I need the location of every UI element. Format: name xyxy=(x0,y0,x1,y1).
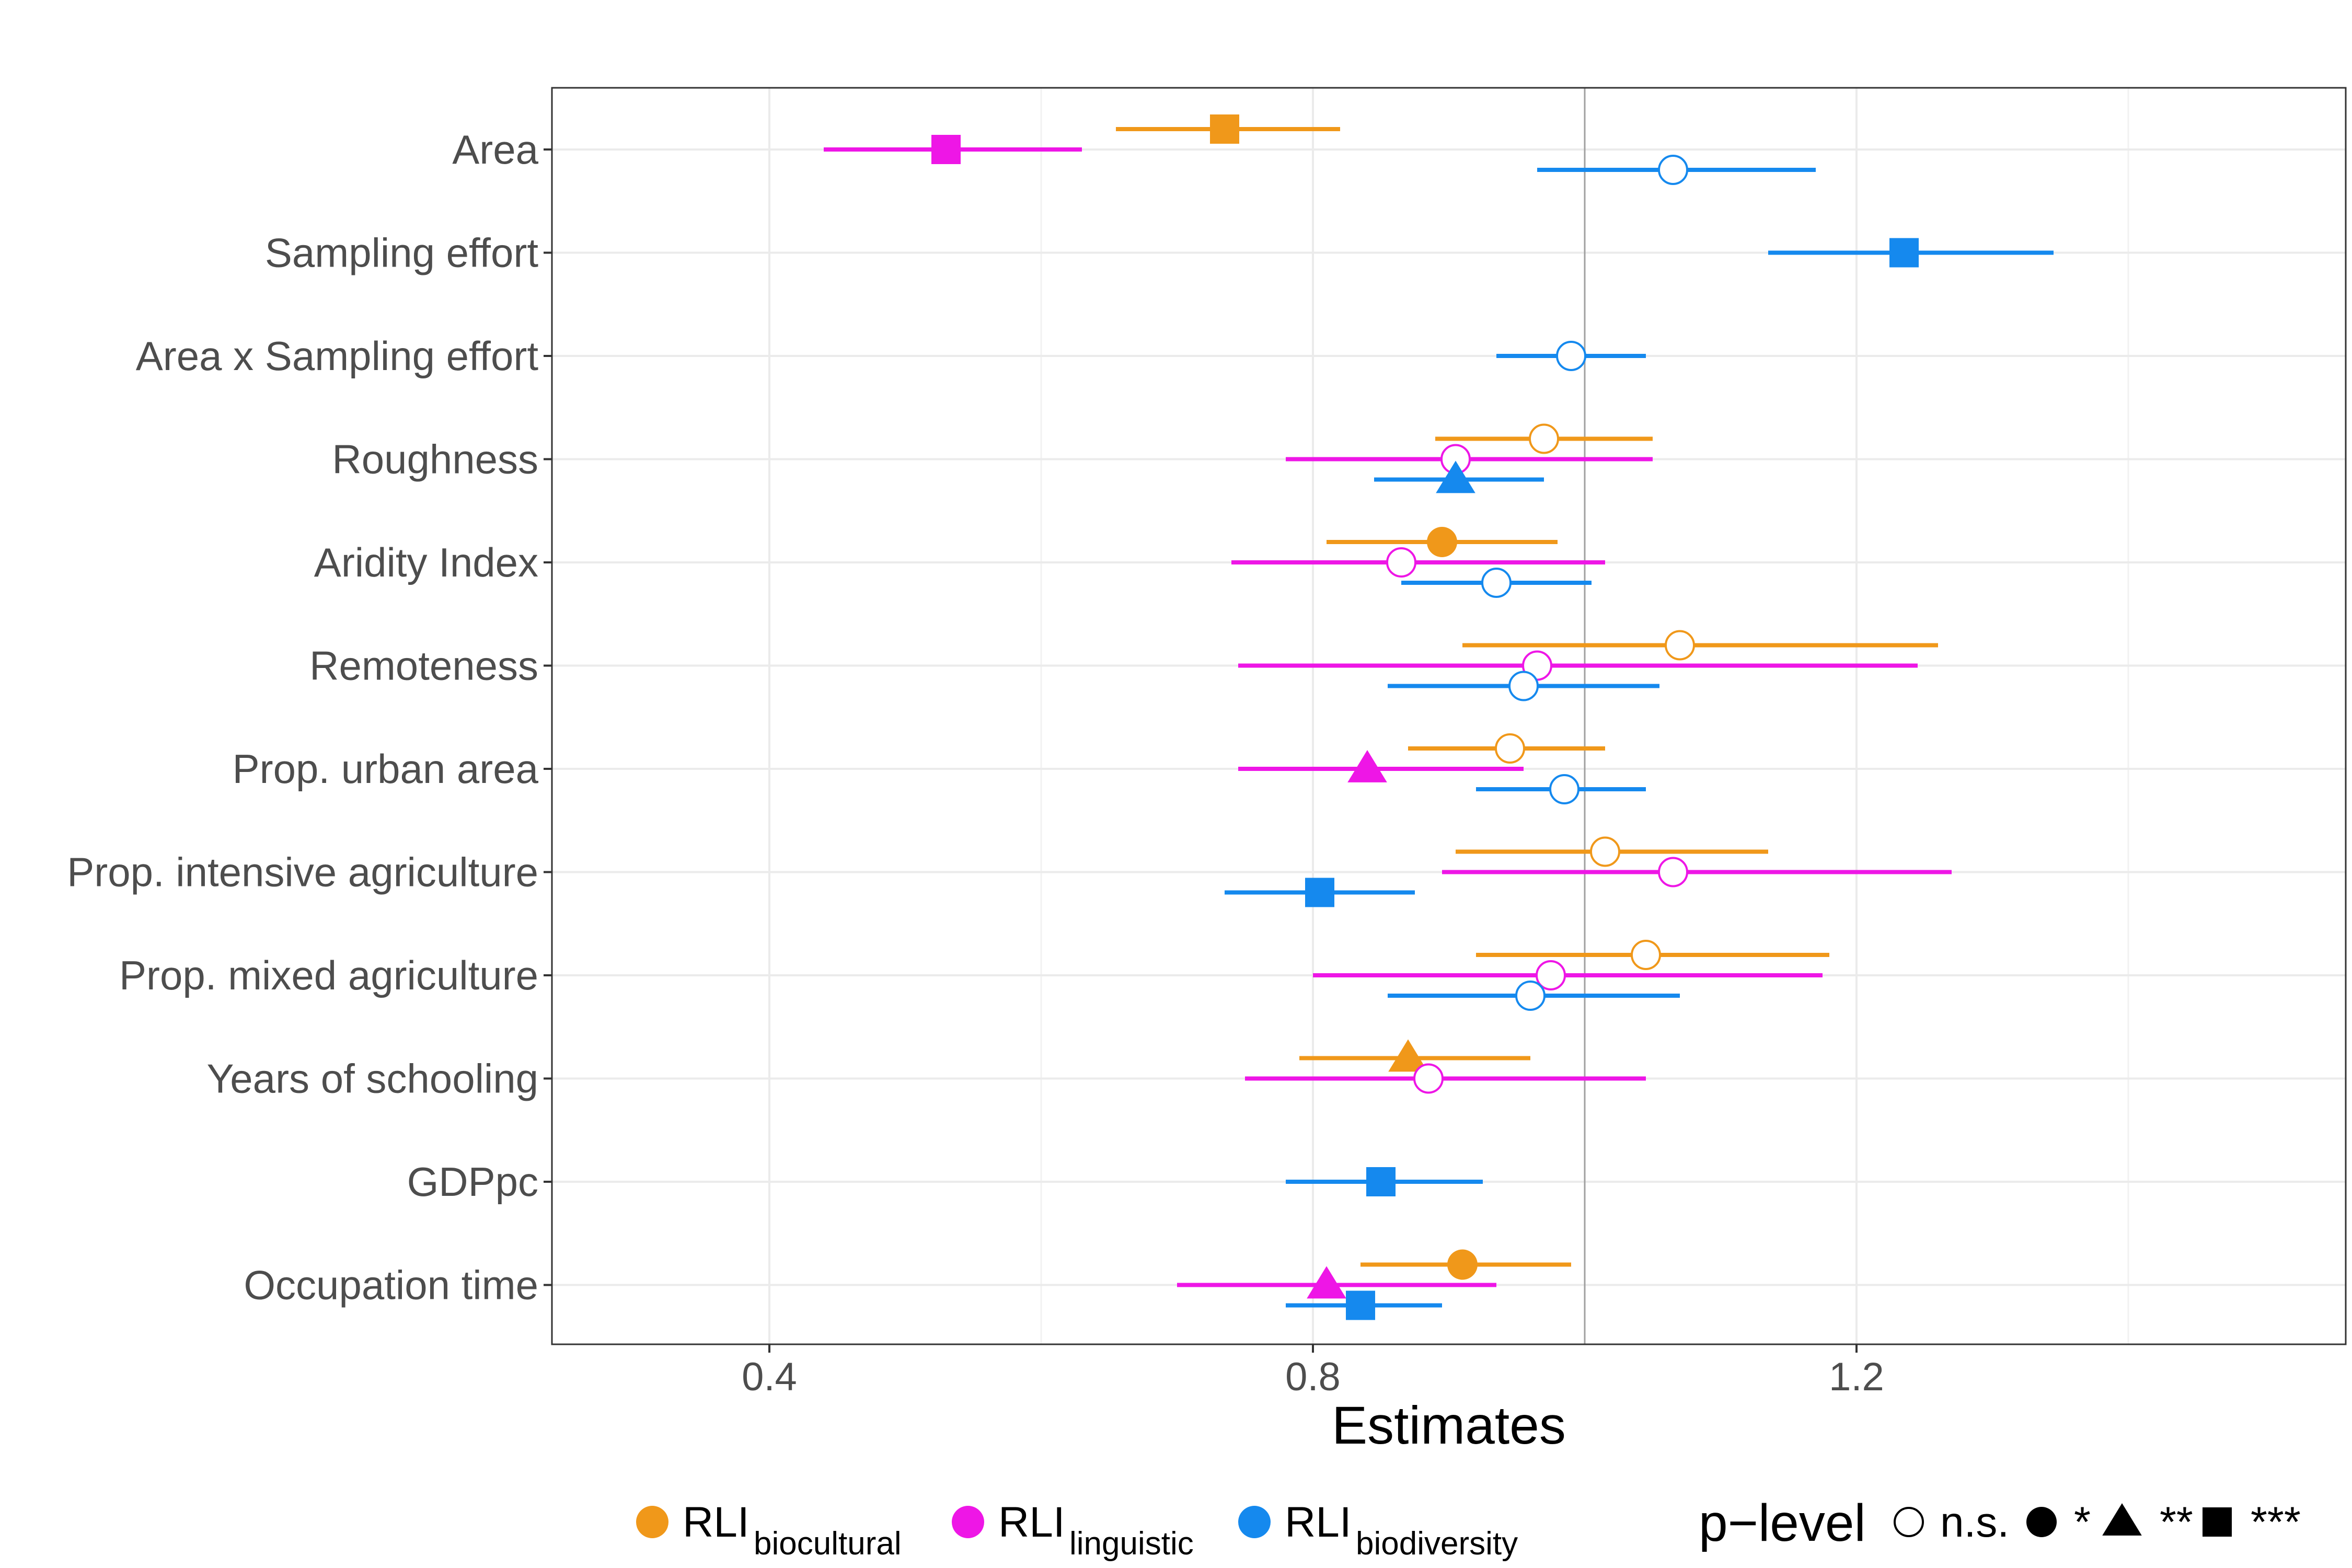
estimate-point xyxy=(1508,671,1539,701)
shape-legend-key-filled-circle xyxy=(2026,1507,2057,1537)
series-biocultural xyxy=(1116,114,1938,1280)
y-tick-label: Prop. urban area xyxy=(233,746,539,792)
estimate-point xyxy=(1889,238,1919,268)
y-tick-label: GDPpc xyxy=(407,1159,538,1205)
x-axis: 0.4 0.8 1.2 xyxy=(742,1344,1884,1399)
estimate-point xyxy=(1590,836,1620,867)
plot-background xyxy=(552,88,2346,1344)
shape-legend-label: * xyxy=(2074,1498,2091,1546)
estimate-point xyxy=(1631,940,1661,970)
estimate-point xyxy=(1447,1249,1478,1280)
shape-legend-label: ** xyxy=(2160,1498,2193,1546)
estimate-point xyxy=(1658,857,1688,887)
marks-layer xyxy=(824,114,2054,1320)
y-tick-label: Roughness xyxy=(332,436,538,482)
shape-legend-title: p−level xyxy=(1699,1494,1866,1552)
y-axis: Area Sampling effort Area x Sampling effor… xyxy=(67,126,552,1308)
legend-sublabel-biocultural: biocultural xyxy=(754,1526,902,1562)
estimate-point xyxy=(1386,547,1416,578)
y-tick-label: Occupation time xyxy=(244,1262,538,1308)
y-tick-label: Remoteness xyxy=(309,643,538,689)
estimate-point xyxy=(1366,1167,1396,1196)
legend: RLI biocultural RLI linguistic RLI biodiversi… xyxy=(636,1494,2301,1562)
estimate-point xyxy=(1665,630,1695,661)
y-tick-label: Prop. mixed agriculture xyxy=(119,952,538,998)
estimate-point xyxy=(1549,774,1579,804)
estimate-point xyxy=(931,135,961,164)
estimate-point xyxy=(1388,1039,1428,1072)
estimate-point xyxy=(1210,114,1239,144)
shape-legend-key-open-circle xyxy=(1894,1507,1924,1537)
y-tick-label: Area xyxy=(452,126,538,172)
estimate-point xyxy=(1515,981,1546,1011)
estimate-point xyxy=(1481,568,1512,598)
y-tick-label: Years of schooling xyxy=(206,1056,538,1102)
x-tick-label: 1.2 xyxy=(1829,1355,1884,1399)
shape-legend-key-square xyxy=(2203,1507,2232,1537)
shape-legend-label: n.s. xyxy=(1940,1498,2009,1546)
y-tick-label: Prop. intensive agriculture xyxy=(67,849,538,895)
estimate-point xyxy=(1307,1266,1346,1299)
estimate-point xyxy=(1305,878,1334,907)
estimate-point xyxy=(1495,733,1525,764)
estimate-point xyxy=(1529,423,1559,454)
legend-key-linguistic xyxy=(952,1506,984,1538)
y-tick-label: Area x Sampling effort xyxy=(136,333,539,379)
y-tick-label: Sampling effort xyxy=(265,230,539,276)
estimate-point xyxy=(1556,341,1586,371)
estimate-point xyxy=(1427,527,1457,557)
legend-sublabel-biodiversity: biodiversity xyxy=(1356,1526,1518,1562)
x-axis-title: Estimates xyxy=(1332,1396,1566,1455)
series-biodiversity xyxy=(1225,155,2054,1320)
legend-key-biodiversity xyxy=(1238,1506,1271,1538)
legend-label-linguistic: RLI xyxy=(998,1498,1065,1546)
shape-legend-key-triangle xyxy=(2102,1503,2142,1536)
shape-legend-label: *** xyxy=(2251,1498,2301,1546)
estimate-point xyxy=(1346,1290,1375,1320)
estimate-point xyxy=(1436,460,1475,493)
legend-sublabel-linguistic: linguistic xyxy=(1069,1526,1194,1562)
y-tick-label: Aridity Index xyxy=(314,539,538,585)
estimate-point xyxy=(1658,155,1688,185)
legend-label-biocultural: RLI xyxy=(683,1498,750,1546)
x-tick-label: 0.8 xyxy=(1285,1355,1341,1399)
estimate-point xyxy=(1347,750,1387,782)
legend-label-biodiversity: RLI xyxy=(1285,1498,1352,1546)
legend-key-biocultural xyxy=(636,1506,668,1538)
plot-panel-border xyxy=(551,87,2347,1345)
estimate-point xyxy=(1536,960,1566,990)
estimate-point xyxy=(1413,1063,1444,1094)
series-linguistic xyxy=(824,135,1952,1299)
x-tick-label: 0.4 xyxy=(742,1355,797,1399)
